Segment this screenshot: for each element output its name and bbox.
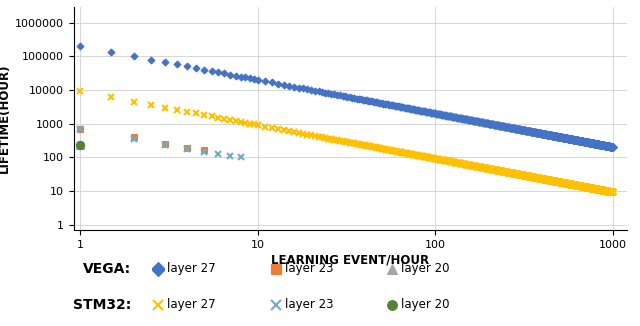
Text: layer 27: layer 27 xyxy=(167,298,216,311)
X-axis label: LEARNING EVENT/HOUR: LEARNING EVENT/HOUR xyxy=(271,254,429,267)
Text: layer 20: layer 20 xyxy=(401,262,449,275)
Text: layer 27: layer 27 xyxy=(167,262,216,275)
Text: STM32:: STM32: xyxy=(73,298,131,312)
Text: VEGA:: VEGA: xyxy=(83,262,131,276)
Y-axis label: LIFETIME(HOUR): LIFETIME(HOUR) xyxy=(0,64,11,173)
Text: layer 23: layer 23 xyxy=(285,298,334,311)
Text: layer 23: layer 23 xyxy=(285,262,334,275)
Text: layer 20: layer 20 xyxy=(401,298,449,311)
